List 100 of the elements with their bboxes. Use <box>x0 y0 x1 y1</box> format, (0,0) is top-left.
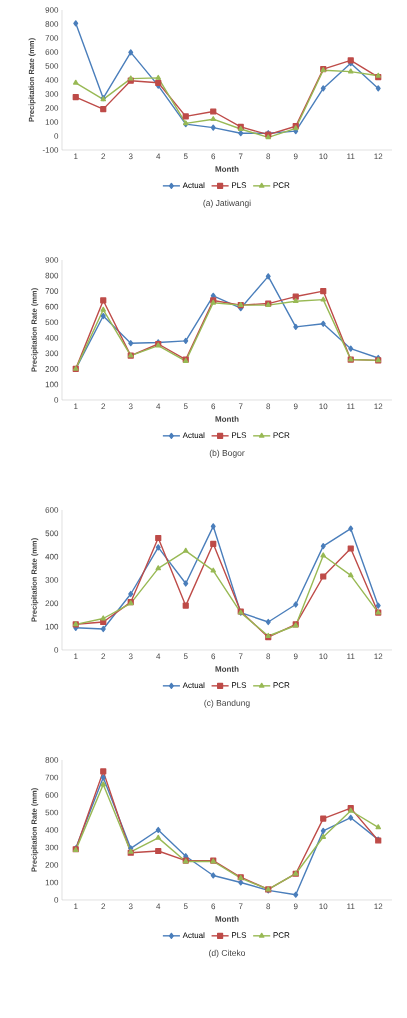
y-tick-label: 900 <box>45 257 59 263</box>
y-tick-label: 800 <box>45 757 59 763</box>
x-tick-label: 2 <box>101 153 106 160</box>
x-tick-label: 7 <box>238 403 243 410</box>
y-tick-label: 500 <box>45 319 59 326</box>
y-tick-label: 500 <box>45 530 59 537</box>
legend-label: PCR <box>273 682 290 688</box>
x-tick-label: 12 <box>374 903 383 910</box>
x-tick-label: 1 <box>74 903 78 910</box>
y-tick-label: 700 <box>45 288 59 294</box>
y-tick-label: 0 <box>54 897 59 903</box>
y-tick-label: 600 <box>45 49 59 55</box>
legend-label: Actual <box>182 932 205 939</box>
x-tick-label: 5 <box>183 403 188 410</box>
x-tick-label: 6 <box>211 903 216 910</box>
y-tick-label: 100 <box>45 381 59 388</box>
y-tick-label: 600 <box>45 303 59 310</box>
y-tick-label: 800 <box>45 21 59 27</box>
legend-label: PLS <box>232 182 247 188</box>
legend-label: PLS <box>232 682 247 688</box>
legend-label: PCR <box>273 932 290 938</box>
x-tick-label: 3 <box>128 653 133 660</box>
x-tick-label: 4 <box>156 903 161 910</box>
text: (a) Jatiwangi <box>203 199 251 208</box>
x-tick-label: 9 <box>293 403 298 410</box>
x-tick-label: 8 <box>266 653 271 660</box>
x-tick-label: 8 <box>266 153 271 160</box>
x-tick-label: 7 <box>238 903 243 910</box>
x-tick-label: 4 <box>156 153 161 160</box>
x-tick-label: 6 <box>211 653 216 660</box>
y-tick-label: 100 <box>45 623 59 630</box>
x-tick-label: 11 <box>347 903 355 910</box>
y-tick-label: 700 <box>45 774 59 781</box>
x-tick-label: 9 <box>293 903 298 910</box>
y-tick-label: 400 <box>45 334 59 341</box>
y-tick-label: 0 <box>54 647 59 653</box>
x-tick-label: 7 <box>238 653 243 660</box>
x-tick-label: 10 <box>319 403 328 410</box>
x-tick-label: 12 <box>374 403 383 410</box>
y-tick-label: 300 <box>45 91 59 97</box>
y-tick-label: 200 <box>45 366 59 372</box>
y-tick-label: 400 <box>45 553 59 560</box>
y-tick-label: 800 <box>45 272 59 279</box>
y-tick-label: 500 <box>45 63 59 69</box>
y-tick-label: 400 <box>45 827 59 833</box>
y-tick-label: 300 <box>45 350 59 357</box>
legend-label: Actual <box>182 432 205 439</box>
legend-label: PCR <box>273 432 290 438</box>
y-tick-label: 300 <box>45 577 59 583</box>
x-tick-label: 9 <box>293 653 298 660</box>
y-tick-label: -100 <box>42 147 59 153</box>
legend-label: Actual <box>182 682 205 689</box>
text: (d) Citeko <box>209 949 246 958</box>
y-tick-label: 200 <box>45 105 59 111</box>
x-tick-label: 11 <box>347 403 355 410</box>
x-tick-label: 2 <box>101 653 106 660</box>
x-tick-label: 10 <box>319 653 328 660</box>
x-tick-label: 11 <box>347 653 355 660</box>
x-tick-label: 3 <box>128 903 133 910</box>
x-axis-title: Month <box>215 916 239 922</box>
x-tick-label: 1 <box>74 403 78 410</box>
x-axis-title: Month <box>215 416 239 422</box>
y-tick-label: 0 <box>54 397 59 403</box>
text: (c) Bandung <box>204 699 250 708</box>
x-tick-label: 12 <box>374 653 383 660</box>
text: (b) Bogor <box>209 449 245 458</box>
x-tick-label: 8 <box>266 403 271 410</box>
x-tick-label: 2 <box>101 403 106 410</box>
x-tick-label: 5 <box>183 153 188 160</box>
x-axis-title: Month <box>215 666 239 672</box>
y-tick-label: 700 <box>45 35 59 41</box>
y-tick-label: 300 <box>45 844 59 851</box>
x-tick-label: 10 <box>319 903 328 910</box>
x-tick-label: 1 <box>74 653 78 660</box>
x-tick-label: 1 <box>74 153 78 160</box>
x-tick-label: 3 <box>128 153 133 160</box>
x-tick-label: 2 <box>101 903 106 910</box>
x-tick-label: 11 <box>347 153 355 160</box>
y-tick-label: 500 <box>45 809 59 816</box>
x-tick-label: 12 <box>374 153 383 160</box>
x-tick-label: 5 <box>183 903 188 910</box>
y-tick-label: 200 <box>45 600 59 607</box>
y-tick-label: 100 <box>45 119 59 125</box>
y-tick-label: 400 <box>45 77 59 83</box>
legend-label: Actual <box>182 182 205 189</box>
x-tick-label: 5 <box>183 653 188 660</box>
x-tick-label: 8 <box>266 903 271 910</box>
y-tick-label: 600 <box>45 792 59 798</box>
x-tick-label: 6 <box>211 153 216 160</box>
x-tick-label: 7 <box>238 153 243 160</box>
x-tick-label: 6 <box>211 403 216 410</box>
legend-label: PLS <box>232 432 247 438</box>
x-axis-title: Month <box>215 166 239 172</box>
x-tick-label: 4 <box>156 403 161 410</box>
x-tick-label: 10 <box>319 153 328 160</box>
legend-label: PLS <box>232 932 247 938</box>
x-tick-label: 4 <box>156 653 161 660</box>
y-tick-label: 0 <box>54 133 59 139</box>
y-tick-label: 200 <box>45 862 59 868</box>
x-tick-label: 3 <box>128 403 133 410</box>
